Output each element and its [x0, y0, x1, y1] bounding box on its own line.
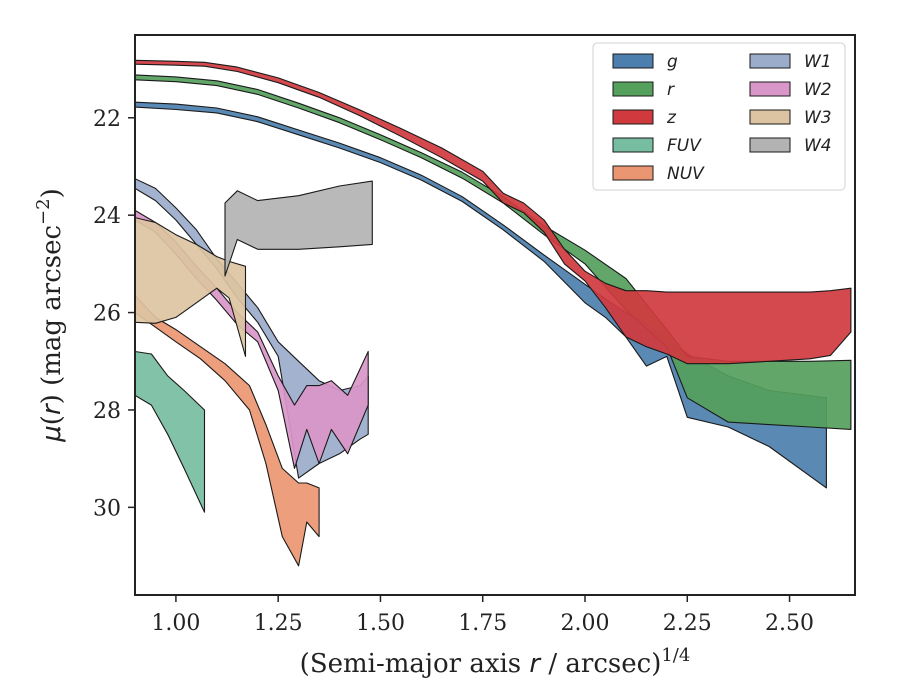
legend: grz FUV NUV W1 W2 W3 W4	[592, 42, 846, 191]
legend-label-w3: W3	[804, 108, 832, 128]
y-tick-label: 26	[93, 302, 121, 327]
x-axis: 1.00 1.25 1.50 1.75 2.00 2.25 2.50	[151, 595, 814, 636]
band-fuv	[135, 350, 206, 513]
band-layer	[135, 59, 852, 567]
legend-swatch-w4	[749, 137, 791, 153]
y-tick-label: 22	[93, 107, 121, 132]
band-z	[135, 59, 852, 365]
plot-frame	[134, 34, 856, 596]
legend-label-z: z	[666, 108, 677, 128]
x-tick-label: 2.00	[561, 611, 610, 636]
legend-swatch-g	[612, 53, 654, 69]
x-axis-label: (Semi-major axis r / arcsec)1/4	[300, 645, 691, 679]
legend-swatch-r	[612, 81, 654, 97]
legend-swatch-z	[612, 109, 654, 125]
legend-swatch-w3	[749, 109, 791, 125]
y-axis-label: μ(r) (mag arcsec−2)	[33, 188, 67, 443]
legend-label-r: r	[667, 80, 675, 100]
x-tick-label: 2.25	[663, 611, 712, 636]
legend-label-w4: W4	[804, 136, 832, 156]
legend-swatch-nuv	[612, 165, 654, 181]
legend-swatch-fuv	[612, 137, 654, 153]
y-tick-label: 30	[93, 496, 121, 521]
legend-label-w1: W1	[804, 52, 832, 72]
y-axis: 22 24 26 28 30	[93, 107, 135, 521]
x-tick-label: 2.50	[765, 611, 814, 636]
legend-label-fuv: FUV	[667, 136, 702, 156]
legend-label-w2: W2	[804, 80, 832, 100]
legend-label-g: g	[667, 52, 678, 72]
legend-swatch-w2	[749, 81, 791, 97]
y-tick-label: 28	[93, 399, 121, 424]
x-tick-label: 1.50	[356, 611, 405, 636]
x-tick-label: 1.25	[254, 611, 303, 636]
x-tick-label: 1.75	[458, 611, 507, 636]
legend-swatch-w1	[749, 53, 791, 69]
band-w3	[135, 217, 247, 357]
legend-box	[592, 42, 846, 191]
legend-label-nuv: NUV	[667, 164, 705, 184]
band-w4	[224, 180, 373, 277]
band-g	[135, 101, 827, 489]
y-tick-label: 24	[93, 204, 121, 229]
x-tick-label: 1.00	[151, 611, 200, 636]
